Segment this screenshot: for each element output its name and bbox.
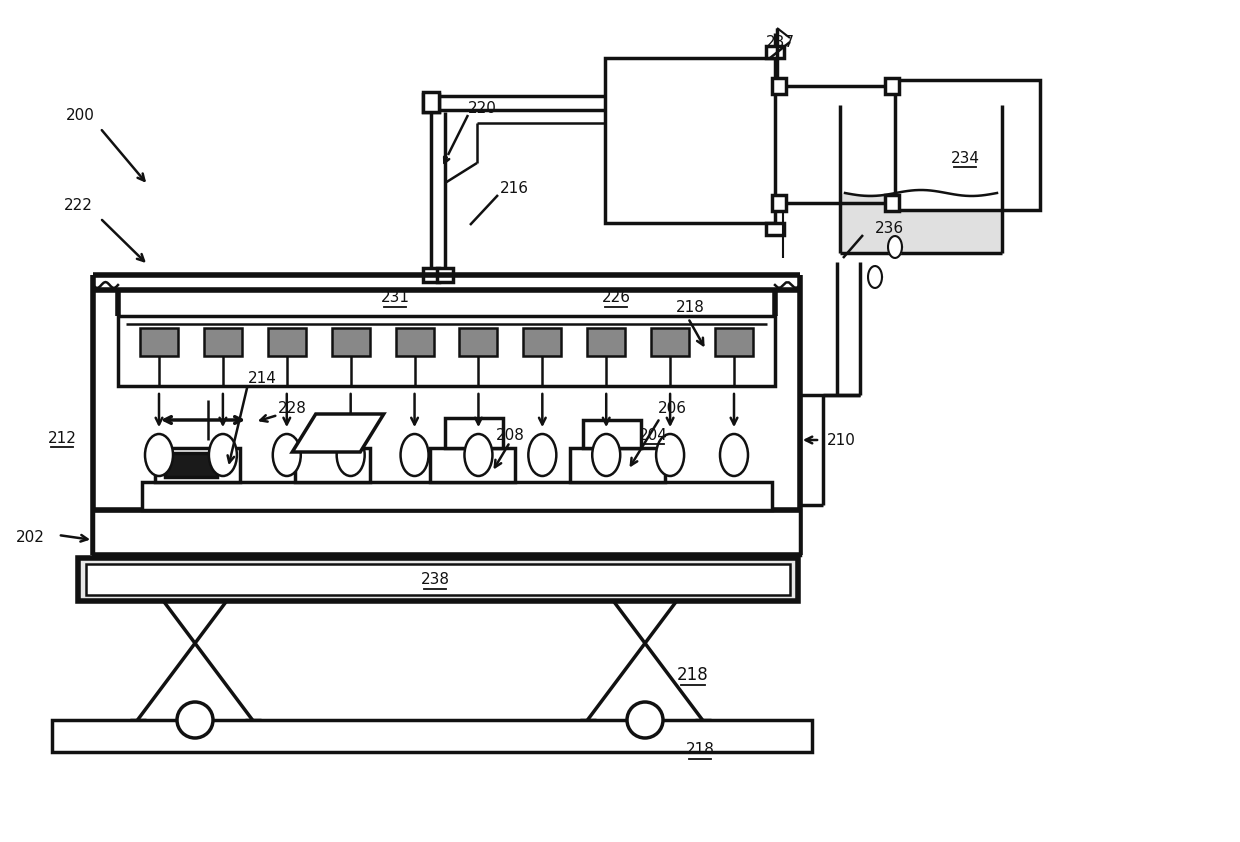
Bar	[895, 80, 1040, 210]
Text: 228: 228	[278, 401, 306, 415]
Text: 212: 212	[47, 430, 77, 445]
Bar	[773, 195, 786, 211]
Bar	[268, 328, 306, 356]
Bar	[143, 482, 773, 510]
Ellipse shape	[593, 434, 620, 476]
Text: 218: 218	[676, 301, 704, 316]
Text: 238: 238	[420, 573, 450, 588]
Bar	[93, 510, 800, 555]
Bar	[436, 268, 453, 282]
Bar	[86, 564, 790, 595]
Bar	[766, 46, 784, 58]
Bar	[423, 92, 439, 112]
Text: 206: 206	[658, 401, 687, 415]
Bar	[523, 328, 562, 356]
Bar	[118, 316, 775, 386]
Bar	[885, 78, 899, 94]
Bar	[885, 195, 899, 211]
Bar	[841, 194, 1001, 252]
Bar	[331, 328, 370, 356]
Bar	[715, 328, 753, 356]
Bar	[396, 328, 434, 356]
Text: 236: 236	[875, 221, 904, 236]
Ellipse shape	[145, 434, 174, 476]
Text: 210: 210	[827, 433, 856, 447]
Ellipse shape	[720, 434, 748, 476]
Bar	[605, 58, 775, 223]
Text: 234: 234	[951, 151, 980, 166]
Bar	[430, 448, 515, 482]
Ellipse shape	[208, 434, 237, 476]
Bar	[203, 328, 242, 356]
Ellipse shape	[401, 434, 429, 476]
Text: 226: 226	[601, 290, 630, 306]
Ellipse shape	[656, 434, 684, 476]
Polygon shape	[868, 266, 882, 288]
Ellipse shape	[465, 434, 492, 476]
Ellipse shape	[528, 434, 557, 476]
Bar	[423, 268, 439, 282]
Text: 216: 216	[500, 180, 529, 195]
Bar	[140, 328, 179, 356]
Bar	[651, 328, 689, 356]
Text: 220: 220	[467, 100, 497, 115]
Text: 208: 208	[496, 428, 525, 443]
Text: 222: 222	[63, 198, 93, 212]
Bar	[78, 558, 799, 601]
Bar	[766, 223, 784, 235]
Polygon shape	[293, 414, 383, 452]
Text: 218: 218	[677, 666, 709, 684]
Text: 231: 231	[381, 290, 409, 306]
Bar	[165, 453, 217, 477]
Text: 237: 237	[765, 35, 795, 50]
Text: 202: 202	[16, 530, 45, 546]
Ellipse shape	[273, 434, 301, 476]
Text: 200: 200	[66, 108, 94, 122]
Bar	[583, 420, 641, 448]
Text: 218: 218	[686, 743, 714, 758]
Bar	[423, 94, 439, 112]
Ellipse shape	[337, 434, 365, 476]
Bar	[155, 448, 241, 482]
Bar	[570, 448, 665, 482]
Text: 214: 214	[248, 370, 277, 386]
Bar	[445, 418, 503, 448]
Bar	[588, 328, 625, 356]
Bar	[52, 720, 812, 752]
Polygon shape	[888, 236, 901, 258]
Circle shape	[627, 702, 663, 738]
Circle shape	[177, 702, 213, 738]
Bar	[773, 78, 786, 94]
Bar	[295, 448, 370, 482]
Bar	[460, 328, 497, 356]
Text: 204: 204	[639, 428, 667, 443]
